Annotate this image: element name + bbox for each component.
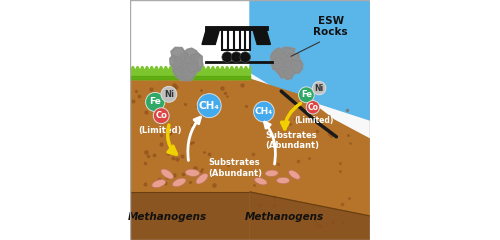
Ellipse shape: [265, 170, 278, 177]
Circle shape: [312, 81, 326, 95]
Ellipse shape: [185, 169, 200, 176]
Circle shape: [231, 52, 241, 62]
Polygon shape: [250, 192, 370, 240]
Text: Methanogens: Methanogens: [245, 212, 324, 222]
Ellipse shape: [288, 170, 300, 179]
Polygon shape: [252, 28, 270, 44]
Text: ESW
Rocks: ESW Rocks: [314, 16, 348, 37]
Polygon shape: [174, 54, 195, 75]
Ellipse shape: [161, 169, 173, 179]
Bar: [222, 28, 250, 50]
Polygon shape: [250, 79, 370, 240]
Text: Substrates
(Abundant): Substrates (Abundant): [265, 131, 319, 150]
Circle shape: [146, 92, 165, 112]
Polygon shape: [270, 48, 287, 65]
Polygon shape: [189, 53, 203, 73]
Text: Ni: Ni: [314, 84, 324, 93]
Polygon shape: [271, 57, 286, 70]
Polygon shape: [202, 28, 220, 44]
Circle shape: [161, 86, 177, 102]
Circle shape: [298, 87, 314, 103]
Circle shape: [154, 108, 169, 124]
Polygon shape: [186, 61, 200, 73]
Polygon shape: [279, 47, 295, 64]
Bar: [130, 192, 250, 240]
Polygon shape: [282, 52, 300, 70]
Ellipse shape: [152, 180, 166, 188]
Polygon shape: [270, 48, 286, 65]
Polygon shape: [170, 55, 183, 70]
Polygon shape: [174, 54, 195, 75]
Circle shape: [222, 52, 232, 62]
Circle shape: [254, 101, 274, 122]
Text: Methanogens: Methanogens: [128, 212, 207, 222]
Text: (Limited): (Limited): [294, 116, 334, 125]
Polygon shape: [282, 52, 300, 70]
Circle shape: [197, 94, 221, 118]
Text: Ni: Ni: [164, 90, 174, 99]
Text: Co: Co: [156, 111, 167, 120]
Polygon shape: [172, 62, 192, 80]
Ellipse shape: [254, 178, 267, 185]
Ellipse shape: [276, 177, 289, 184]
Ellipse shape: [172, 178, 186, 187]
Polygon shape: [280, 48, 294, 64]
Polygon shape: [181, 65, 198, 81]
Text: Fe: Fe: [301, 90, 312, 99]
Text: CH₄: CH₄: [199, 101, 220, 111]
Polygon shape: [189, 53, 203, 72]
Ellipse shape: [196, 174, 208, 184]
Circle shape: [306, 101, 320, 114]
Polygon shape: [183, 48, 200, 68]
Polygon shape: [290, 59, 303, 74]
Bar: [250, 0, 370, 240]
Polygon shape: [283, 66, 296, 79]
Text: Fe: Fe: [150, 97, 161, 107]
Polygon shape: [282, 66, 296, 80]
Polygon shape: [186, 62, 200, 73]
Polygon shape: [270, 51, 290, 74]
Polygon shape: [271, 51, 290, 74]
Polygon shape: [275, 59, 292, 78]
Text: Substrates
(Abundant): Substrates (Abundant): [208, 158, 262, 178]
Polygon shape: [171, 48, 188, 63]
Bar: [130, 0, 250, 240]
Polygon shape: [171, 47, 189, 63]
Polygon shape: [272, 57, 286, 70]
Polygon shape: [290, 59, 302, 73]
Text: Co: Co: [308, 103, 318, 112]
Circle shape: [240, 52, 250, 62]
Polygon shape: [250, 0, 370, 120]
Polygon shape: [181, 65, 198, 81]
Text: (Limited): (Limited): [138, 126, 182, 135]
Polygon shape: [172, 61, 193, 81]
Bar: [130, 79, 250, 240]
Polygon shape: [170, 55, 183, 70]
Text: CH₄: CH₄: [255, 107, 273, 116]
Polygon shape: [274, 59, 292, 78]
Polygon shape: [184, 48, 200, 67]
